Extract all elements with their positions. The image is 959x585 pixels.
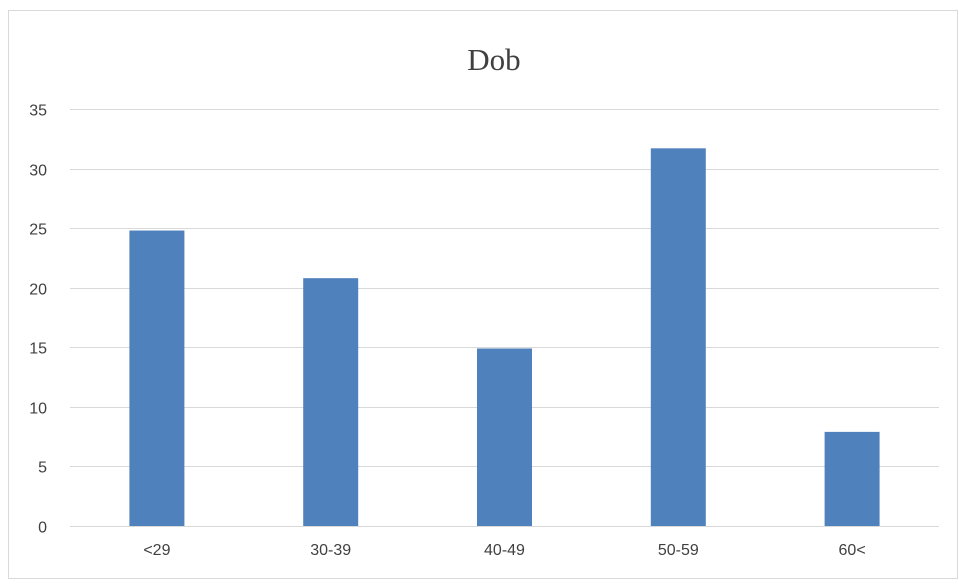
bar-5 bbox=[824, 431, 880, 526]
y-axis-tick-labels: 0 5 10 15 20 25 30 35 bbox=[29, 103, 47, 537]
bars bbox=[129, 148, 880, 527]
x-tick-label: 50-59 bbox=[658, 542, 699, 559]
y-tick-label: 5 bbox=[38, 460, 47, 477]
chart-title: Dob bbox=[467, 42, 520, 77]
x-axis-tick-labels: <29 30-39 40-49 50-59 60< bbox=[143, 542, 865, 559]
y-tick-label: 0 bbox=[38, 520, 47, 537]
y-tick-label: 35 bbox=[29, 103, 47, 120]
bar-1 bbox=[129, 230, 185, 527]
bar-3 bbox=[477, 348, 532, 526]
bar-4 bbox=[650, 148, 706, 526]
x-tick-label: 30-39 bbox=[310, 542, 351, 559]
y-tick-label: 30 bbox=[29, 163, 47, 180]
y-tick-label: 20 bbox=[29, 282, 47, 299]
bar-2 bbox=[303, 278, 359, 526]
x-tick-label: 40-49 bbox=[484, 542, 525, 559]
y-tick-label: 15 bbox=[29, 341, 47, 358]
y-tick-label: 25 bbox=[29, 222, 47, 239]
y-tick-label: 10 bbox=[29, 401, 47, 418]
x-tick-label: 60< bbox=[839, 542, 866, 559]
gridlines bbox=[70, 109, 939, 467]
x-tick-label: <29 bbox=[143, 542, 170, 559]
